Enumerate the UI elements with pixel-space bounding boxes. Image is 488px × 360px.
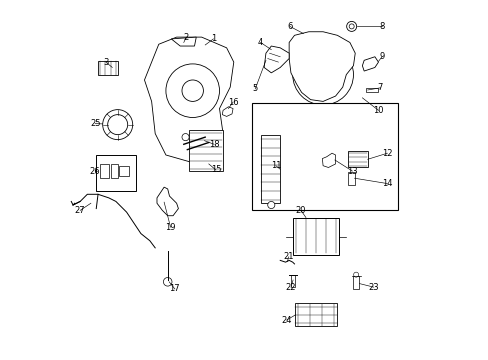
Bar <box>119 166 129 176</box>
Circle shape <box>292 44 353 105</box>
Text: 15: 15 <box>210 166 221 175</box>
Text: 11: 11 <box>270 161 281 170</box>
Polygon shape <box>322 153 335 167</box>
Circle shape <box>102 110 132 140</box>
Polygon shape <box>144 37 233 162</box>
Text: 17: 17 <box>169 284 180 293</box>
Polygon shape <box>157 187 178 216</box>
Circle shape <box>346 21 356 31</box>
Bar <box>292 217 339 255</box>
Polygon shape <box>288 32 354 102</box>
Text: 20: 20 <box>295 206 305 215</box>
Text: 25: 25 <box>90 119 100 128</box>
Bar <box>111 164 118 178</box>
Text: 1: 1 <box>210 35 216 44</box>
Text: 23: 23 <box>368 283 378 292</box>
Text: 21: 21 <box>283 252 293 261</box>
Text: 19: 19 <box>165 222 176 231</box>
Text: 3: 3 <box>103 58 108 67</box>
Text: 18: 18 <box>208 140 219 149</box>
Text: 9: 9 <box>379 52 384 61</box>
Bar <box>365 88 378 93</box>
Bar <box>347 152 367 167</box>
Bar <box>353 276 358 289</box>
Text: 27: 27 <box>75 206 85 215</box>
Text: 2: 2 <box>183 33 188 42</box>
Bar <box>189 130 223 171</box>
Text: 24: 24 <box>281 315 291 324</box>
Text: 7: 7 <box>377 83 382 92</box>
Circle shape <box>182 80 203 102</box>
Text: 10: 10 <box>372 106 383 115</box>
Text: 5: 5 <box>252 84 257 93</box>
Bar <box>100 164 108 178</box>
Text: 16: 16 <box>227 98 238 107</box>
Circle shape <box>313 66 331 84</box>
Circle shape <box>182 134 189 141</box>
Circle shape <box>107 114 127 135</box>
Polygon shape <box>264 46 288 73</box>
Circle shape <box>267 202 274 208</box>
Text: 6: 6 <box>286 22 292 31</box>
Circle shape <box>353 272 358 277</box>
Text: 8: 8 <box>379 22 384 31</box>
Text: 14: 14 <box>381 179 392 188</box>
Bar <box>96 155 135 191</box>
Polygon shape <box>171 37 196 46</box>
Circle shape <box>163 278 172 286</box>
Text: 4: 4 <box>258 38 263 47</box>
Bar <box>260 135 280 203</box>
Bar <box>98 61 118 75</box>
Text: 13: 13 <box>346 167 357 176</box>
Polygon shape <box>362 57 378 71</box>
Bar <box>251 103 397 210</box>
Circle shape <box>165 64 219 117</box>
Text: 26: 26 <box>90 167 101 176</box>
Bar <box>347 172 354 185</box>
Bar <box>294 303 337 327</box>
Bar <box>290 275 295 287</box>
Polygon shape <box>222 107 233 116</box>
Text: 12: 12 <box>381 149 392 158</box>
Circle shape <box>348 24 353 29</box>
Text: 22: 22 <box>285 283 296 292</box>
